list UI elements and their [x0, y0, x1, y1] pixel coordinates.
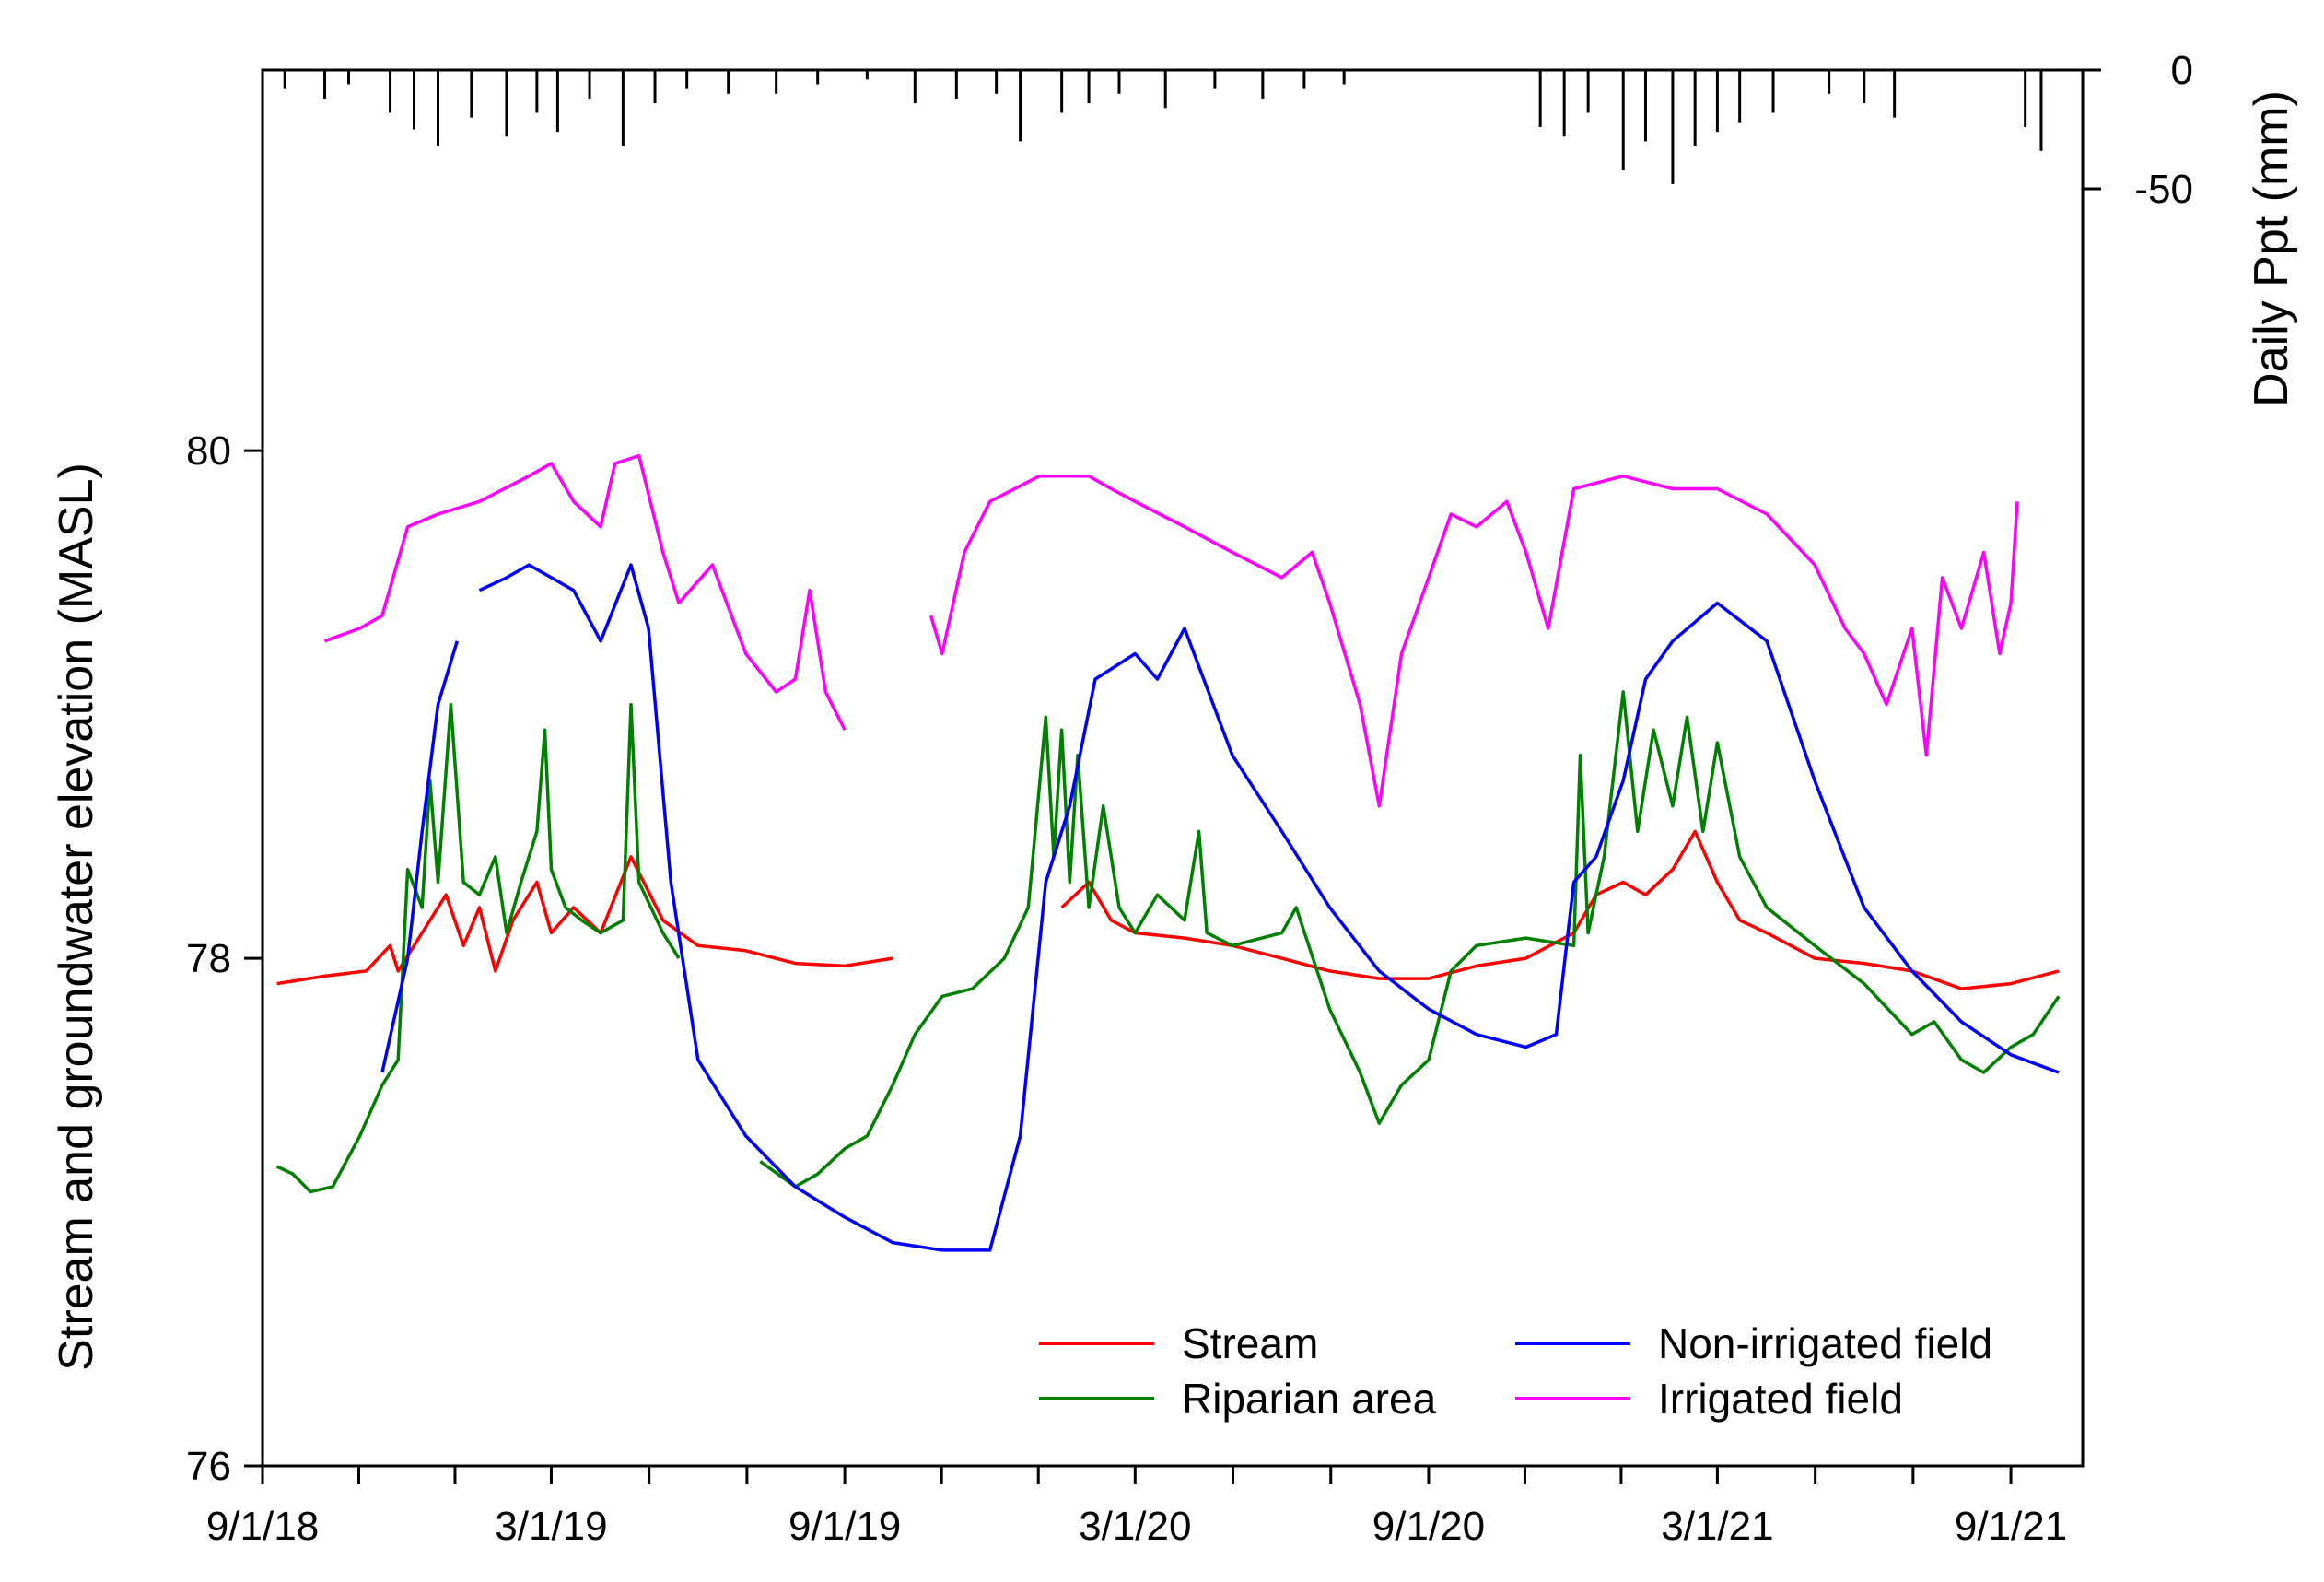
x-tick-label: 9/1/19: [788, 1504, 901, 1549]
y2-tick-label: -50: [2134, 167, 2193, 212]
legend-label-stream: Stream: [1182, 1319, 1318, 1367]
precipitation-series: [283, 70, 2043, 184]
series-line-irrigated-field: [323, 453, 847, 731]
plot-area-border: [261, 68, 2085, 1468]
y-tick-label: 80: [186, 428, 231, 474]
series-line-non-irrigated-field: [478, 563, 2060, 1252]
series-line-stream: [276, 855, 893, 986]
y-axis-right: 0 -50: [2083, 48, 2193, 212]
x-axis: 9/1/18 3/1/19 9/1/19 3/1/20 9/1/20 3/1/21 9/1/…: [206, 1466, 2067, 1549]
y2-tick-label: 0: [2171, 48, 2193, 93]
x-tick-label: 9/1/20: [1372, 1504, 1485, 1549]
series-line-riparian-area: [275, 702, 681, 1194]
y-tick-label: 78: [186, 936, 231, 981]
legend: Stream Riparian area Non-irrigated field…: [1039, 1319, 1992, 1423]
y2-axis-title: Daily Ppt (mm): [2245, 90, 2298, 407]
y-tick-label: 76: [186, 1444, 231, 1489]
y-axis-title: Stream and groundwater elevation (MASL): [50, 463, 103, 1371]
x-tick-label: 3/1/19: [495, 1504, 607, 1549]
series-line-riparian-area: [759, 690, 2061, 1189]
legend-label-riparian: Riparian area: [1182, 1375, 1437, 1423]
series-line-non-irrigated-field: [380, 640, 459, 1073]
x-tick-label: 3/1/20: [1079, 1504, 1191, 1549]
series-lines: [275, 453, 2061, 1252]
legend-label-irrigated: Irrigated field: [1658, 1375, 1903, 1423]
x-tick-label: 3/1/21: [1661, 1504, 1773, 1549]
legend-label-non-irrigated: Non-irrigated field: [1658, 1319, 1992, 1367]
x-tick-label: 9/1/18: [206, 1504, 319, 1549]
x-tick-label: 9/1/21: [1955, 1504, 2067, 1549]
y-axis-left: 76 78 80: [186, 428, 263, 1489]
plot-frame: [261, 68, 2085, 1468]
series-line-irrigated-field: [928, 474, 2019, 808]
